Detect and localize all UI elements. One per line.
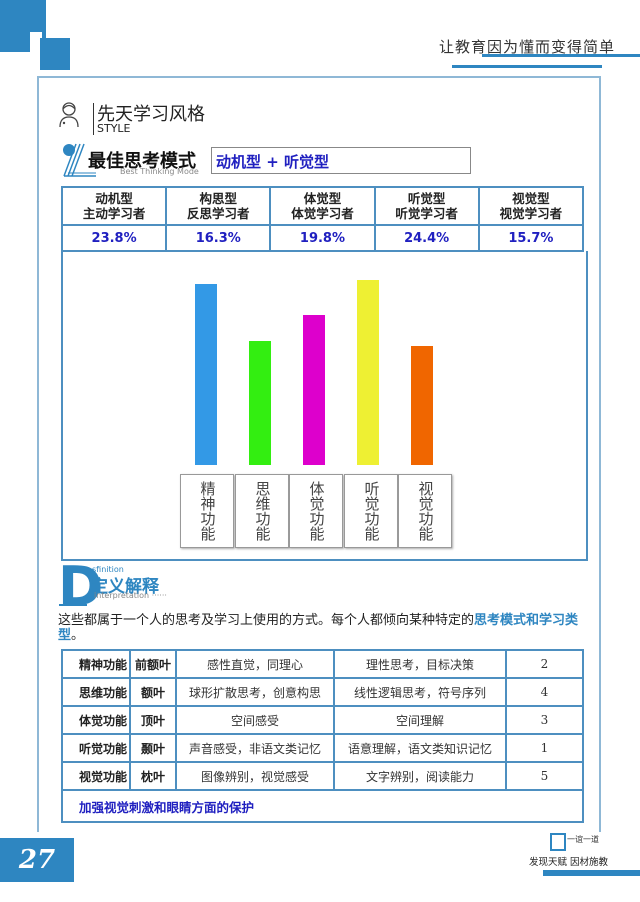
- heading-divider: [93, 103, 94, 135]
- corner-decoration-small: [40, 38, 70, 70]
- chart-bar: [249, 341, 271, 465]
- advice-text: 加强视觉刺激和眼睛方面的保护: [61, 789, 584, 823]
- footer-slogan: 发现天赋 因材施教: [529, 857, 609, 868]
- definition-underline: [59, 604, 87, 606]
- header-line: [482, 54, 640, 57]
- table-row: 听觉功能 颞叶 声音感受，非语文类记忆 语意理解，语文类知识记忆 1: [61, 733, 584, 763]
- best-thinking-value: 动机型 + 听觉型: [216, 153, 330, 171]
- best-thinking-value-box: [211, 147, 471, 174]
- best-thinking-title: 最佳思考模式: [88, 151, 196, 172]
- chart-x-label: 思维功能: [235, 474, 289, 548]
- advice-row: 加强视觉刺激和眼睛方面的保护: [61, 789, 584, 823]
- percent-cell: 19.8%: [269, 224, 376, 252]
- best-thinking-subtitle: Best Thinking Mode: [120, 167, 199, 176]
- type-header-cell: 视觉型 视觉学习者: [477, 186, 585, 226]
- function-table: 精神功能 前额叶 感性直觉，同理心 理性思考，目标决策 2 思维功能 额叶 球形…: [61, 649, 584, 823]
- type-header-cell: 构思型 反思学习者: [165, 186, 272, 226]
- page-number: 27: [0, 838, 74, 882]
- definition-title: 定义解释: [91, 577, 159, 597]
- chart-bar: [195, 284, 217, 465]
- header-slogan: 让教育因为懂而变得简单: [438, 38, 615, 56]
- percent-cell: 24.4%: [373, 224, 480, 252]
- types-table: 动机型 主动学习者 构思型 反思学习者 体觉型 体觉学习者 听觉型 听觉学习者 视觉型视…: [60, 186, 585, 252]
- definition-highlight: 思考模式和学习类型: [58, 613, 579, 643]
- types-percent-row: 23.8% 16.3% 19.8% 24.4% 15.7%: [60, 224, 585, 252]
- section-subtitle: STYLE: [97, 122, 131, 135]
- corner-gap: [30, 32, 42, 52]
- table-row: 精神功能 前额叶 感性直觉，同理心 理性思考，目标决策 2: [61, 649, 584, 679]
- person-icon: [59, 102, 79, 128]
- percent-cell: 23.8%: [60, 224, 168, 252]
- logo-text: 一谊一道: [567, 835, 599, 844]
- bar-chart: 精神功能 思维功能 体觉功能 听觉功能 视觉功能: [180, 270, 452, 548]
- types-header-row: 动机型 主动学习者 构思型 反思学习者 体觉型 体觉学习者 听觉型 听觉学习者 视觉型视…: [60, 186, 585, 226]
- chart-bar: [303, 314, 325, 465]
- book-logo-icon: [550, 833, 566, 851]
- chart-x-label: 体觉功能: [289, 474, 343, 548]
- footer-bar: [543, 870, 640, 876]
- type-header-cell: 听觉型 听觉学习者: [373, 186, 480, 226]
- chart-x-label: 视觉功能: [398, 474, 452, 548]
- definition-small-en: sfinition: [92, 565, 124, 574]
- type-header-cell: 动机型 主动学习者: [60, 186, 168, 226]
- section-title: 先天学习风格: [97, 104, 205, 125]
- chart-x-label: 听觉功能: [344, 474, 398, 548]
- stripes-logo-icon: [63, 143, 96, 177]
- chart-bar: [357, 279, 379, 465]
- header-line: [452, 65, 602, 68]
- type-header-cell: 体觉型 体觉学习者: [269, 186, 376, 226]
- table-row: 体觉功能 顶叶 空间感受 空间理解 3: [61, 705, 584, 735]
- definition-subtitle: interpretation ······: [94, 591, 167, 600]
- chart-frame: [61, 251, 588, 561]
- table-row: 思维功能 额叶 球形扩散思考，创意构思 线性逻辑思考，符号序列 4: [61, 677, 584, 707]
- chart-bar: [411, 345, 433, 465]
- definition-text: 这些都属于一个人的思考及学习上使用的方式。每个人都倾向某种特定的思考模式和学习类…: [58, 613, 579, 643]
- content-frame: [37, 76, 601, 832]
- chart-x-label: 精神功能: [180, 474, 234, 548]
- percent-cell: 15.7%: [477, 224, 585, 252]
- percent-cell: 16.3%: [165, 224, 272, 252]
- table-row: 视觉功能 枕叶 图像辨别，视觉感受 文字辨别，阅读能力 5: [61, 761, 584, 791]
